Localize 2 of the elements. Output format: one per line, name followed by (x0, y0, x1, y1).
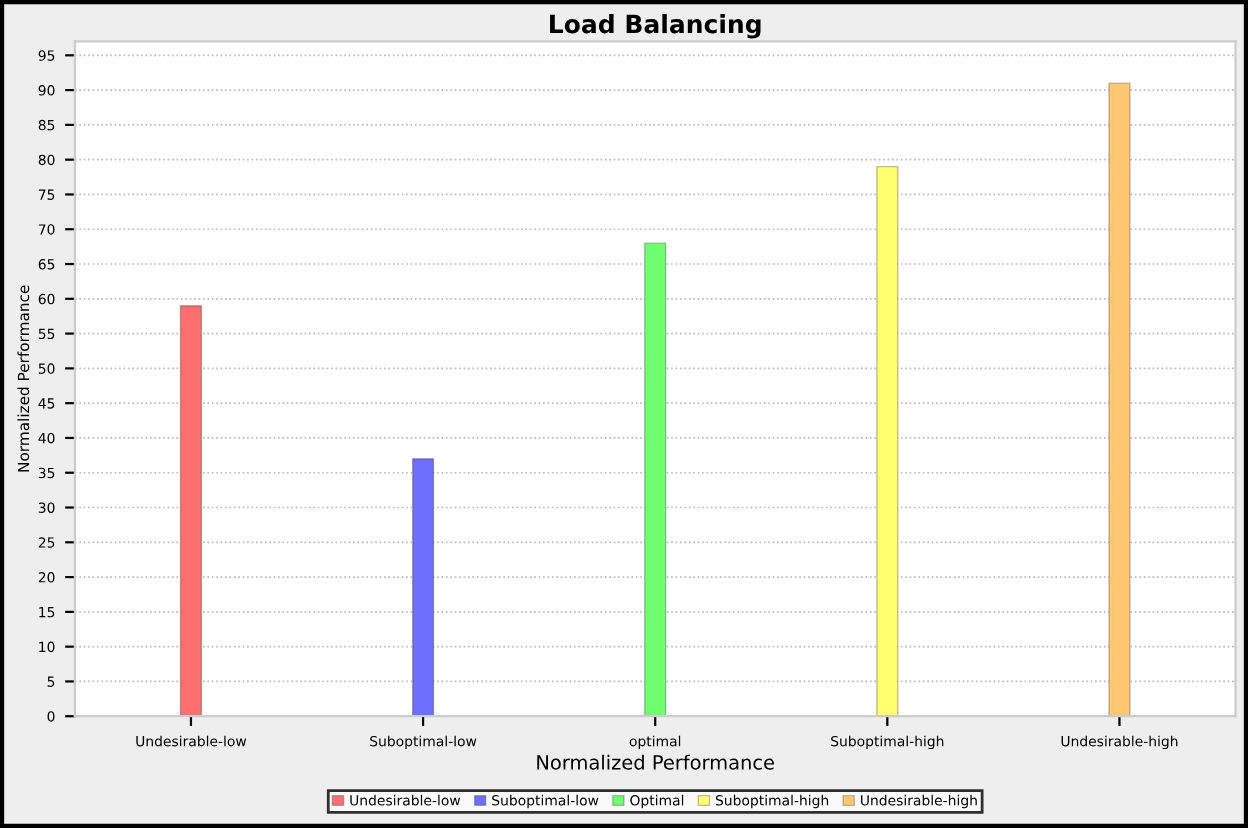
x-axis-title: Normalized Performance (537, 754, 774, 770)
chart-title: Load Balancing (550, 14, 761, 39)
